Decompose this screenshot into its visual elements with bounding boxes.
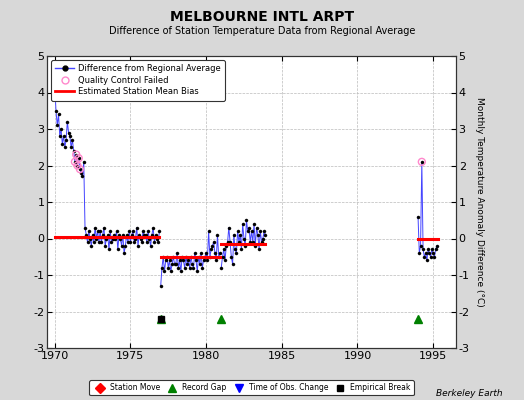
Text: Difference of Station Temperature Data from Regional Average: Difference of Station Temperature Data f… xyxy=(109,26,415,36)
Legend: Station Move, Record Gap, Time of Obs. Change, Empirical Break: Station Move, Record Gap, Time of Obs. C… xyxy=(89,380,414,395)
Point xyxy=(73,162,82,169)
Text: MELBOURNE INTL ARPT: MELBOURNE INTL ARPT xyxy=(170,10,354,24)
Point xyxy=(71,159,79,165)
Point xyxy=(74,155,83,161)
Text: Berkeley Earth: Berkeley Earth xyxy=(436,389,503,398)
Legend: Difference from Regional Average, Quality Control Failed, Estimated Station Mean: Difference from Regional Average, Qualit… xyxy=(51,60,225,100)
Y-axis label: Monthly Temperature Anomaly Difference (°C): Monthly Temperature Anomaly Difference (… xyxy=(475,97,484,307)
Point xyxy=(418,159,426,165)
Point xyxy=(72,151,80,158)
Point xyxy=(76,166,84,172)
